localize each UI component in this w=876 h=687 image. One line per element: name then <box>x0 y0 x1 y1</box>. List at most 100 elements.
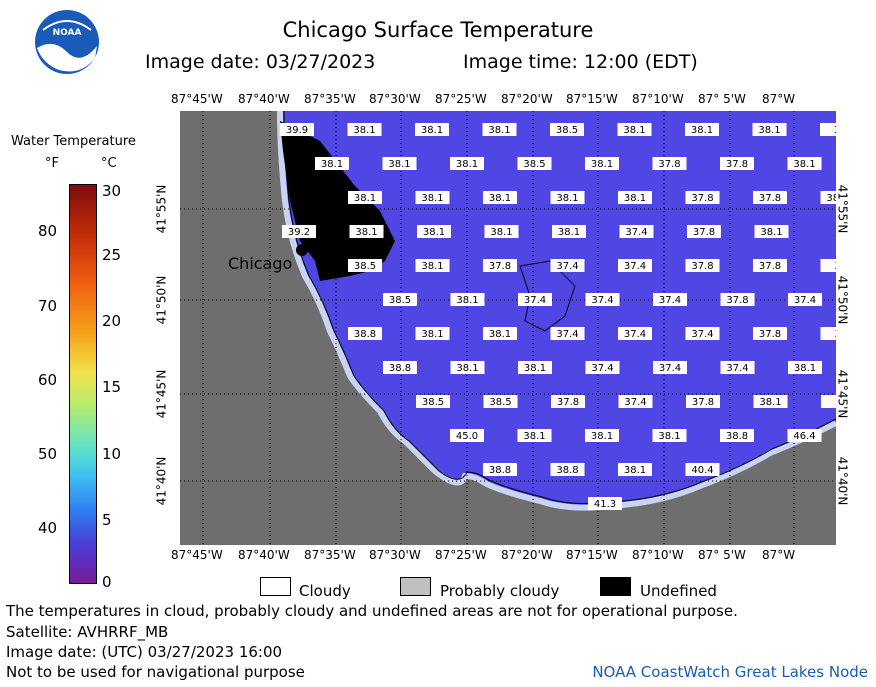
svg-text:37.8: 37.8 <box>691 261 713 272</box>
temperature-label: 37.8 <box>720 157 754 170</box>
temperature-label: 37.4 <box>618 327 652 340</box>
temperature-label: 37.4 <box>653 361 687 374</box>
footer-navigation: Not to be used for navigational purpose <box>6 663 305 681</box>
lake-michigan-water <box>280 111 836 508</box>
svg-text:37.4: 37.4 <box>624 261 646 272</box>
svg-text:38.8: 38.8 <box>489 465 511 476</box>
x-tick-label: 87°20'W <box>501 92 553 106</box>
y-tick-label: 41°40'N <box>154 456 169 506</box>
svg-text:38.5: 38.5 <box>523 159 545 170</box>
svg-text:37.4: 37.4 <box>659 295 681 306</box>
svg-text:38.8: 38.8 <box>354 329 376 340</box>
temperature-label: 37.8 <box>686 395 720 408</box>
svg-text:38.1: 38.1 <box>456 159 478 170</box>
footer-satellite: Satellite: AVHRRF_MB <box>6 623 169 641</box>
celsius-tick: 30 <box>102 182 122 200</box>
logo-text: NOAA <box>53 28 82 38</box>
svg-text:41.3: 41.3 <box>594 499 616 510</box>
svg-text:38.1: 38.1 <box>489 329 511 340</box>
svg-text:38.1: 38.1 <box>490 227 512 238</box>
temperature-label: 38.5 <box>550 123 584 136</box>
temperature-label: 37.4 <box>585 361 620 374</box>
temperature-label: 38.1 <box>450 361 485 374</box>
svg-text:38.1: 38.1 <box>354 193 376 204</box>
temperature-label: 38.1 <box>550 191 585 204</box>
temperature-label: 38.1 <box>618 191 652 204</box>
temperature-label: 38.1 <box>415 259 450 272</box>
svg-text:39.2: 39.2 <box>288 227 310 238</box>
svg-text:37.8: 37.8 <box>691 193 713 204</box>
svg-text:37.4: 37.4 <box>556 329 578 340</box>
svg-text:37.4: 37.4 <box>624 397 646 408</box>
svg-text:38.5: 38.5 <box>389 295 411 306</box>
temperature-label: 46.4 <box>787 429 822 442</box>
fahrenheit-tick: 40 <box>38 519 58 537</box>
svg-text:37.4: 37.4 <box>524 295 546 306</box>
temperature-label: 38.5 <box>517 157 552 170</box>
svg-text:37.8: 37.8 <box>726 159 748 170</box>
temperature-label: 38.8 <box>383 361 417 374</box>
temperature-label: 38.1 <box>348 191 382 204</box>
temperature-label: 3 <box>821 395 836 408</box>
temperature-label: 37.4 <box>685 327 720 340</box>
y-tick-label: 41°55'N <box>835 184 850 234</box>
unit-c: °C <box>101 156 117 171</box>
svg-text:3: 3 <box>834 261 836 272</box>
svg-text:38.1: 38.1 <box>623 125 645 136</box>
svg-text:38.5: 38.5 <box>422 397 444 408</box>
svg-text:37.4: 37.4 <box>624 329 646 340</box>
temperature-label: 38.8 <box>483 463 517 476</box>
celsius-tick: 25 <box>102 246 122 264</box>
svg-text:38.1: 38.1 <box>421 193 443 204</box>
temperature-label: 38.1 <box>349 225 384 238</box>
svg-text:38.1: 38.1 <box>523 431 545 442</box>
temperature-label: 38.8 <box>550 463 585 476</box>
svg-text:38.1: 38.1 <box>456 295 478 306</box>
svg-text:38.8: 38.8 <box>389 363 411 374</box>
temperature-label: 37.4 <box>788 293 822 306</box>
temperature-label: 38.1 <box>450 157 484 170</box>
temperature-label: 37.4 <box>619 225 654 238</box>
swatch-cloudy <box>260 577 291 596</box>
legend-probably-cloudy-label: Probably cloudy <box>440 582 560 600</box>
legend-undefined <box>600 577 631 600</box>
temperature-label: 38.1 <box>483 191 517 204</box>
temperature-label: 38.8 <box>348 327 382 340</box>
svg-text:37.4: 37.4 <box>726 363 748 374</box>
temperature-label: 38.1 <box>585 157 619 170</box>
temperature-label: 38.5 <box>416 395 450 408</box>
svg-text:38.1: 38.1 <box>558 227 580 238</box>
temperature-label: 37.4 <box>550 327 585 340</box>
temperature-label: 38.1 <box>820 191 836 204</box>
svg-text:38.1: 38.1 <box>388 159 410 170</box>
temperature-label: 38.1 <box>787 157 822 170</box>
temperature-label: 38.1 <box>415 191 450 204</box>
svg-text:37.8: 37.8 <box>658 159 680 170</box>
celsius-tick: 20 <box>102 312 122 330</box>
undefined-area <box>280 121 395 281</box>
temperature-labels: 39.9 38.1 38.1 38.1 38.5 38.1 38.1 38.1 3 38.1 38.… <box>280 123 836 510</box>
temperature-label: 37.8 <box>685 259 720 272</box>
temperature-label: 37.8 <box>551 395 585 408</box>
legend-probably-cloudy <box>400 577 431 600</box>
temperature-label: 38.1 <box>417 225 451 238</box>
svg-text:38.1: 38.1 <box>355 227 377 238</box>
x-tick-label: 87°45'W <box>171 92 223 106</box>
celsius-tick: 0 <box>102 573 112 591</box>
image-time: Image time: 12:00 (EDT) <box>463 51 698 73</box>
svg-text:37.4: 37.4 <box>794 295 816 306</box>
temperature-label: 38.1 <box>382 157 417 170</box>
legend-cloudy-label: Cloudy <box>299 582 351 600</box>
footer-credit: NOAA CoastWatch Great Lakes Node <box>592 663 868 681</box>
temperature-label: 3 <box>820 123 836 136</box>
svg-text:38.5: 38.5 <box>556 125 578 136</box>
x-tick-label: 87°30'W <box>369 548 421 562</box>
svg-text:37.8: 37.8 <box>489 261 511 272</box>
svg-text:38.1: 38.1 <box>691 125 713 136</box>
x-tick-label: 87°35'W <box>304 92 356 106</box>
y-tick-label: 41°45'N <box>154 369 169 419</box>
svg-text:38.1: 38.1 <box>423 227 445 238</box>
temperature-label: 3 <box>820 327 836 340</box>
svg-text:38.1: 38.1 <box>759 397 781 408</box>
temperature-label: 37.4 <box>618 259 652 272</box>
